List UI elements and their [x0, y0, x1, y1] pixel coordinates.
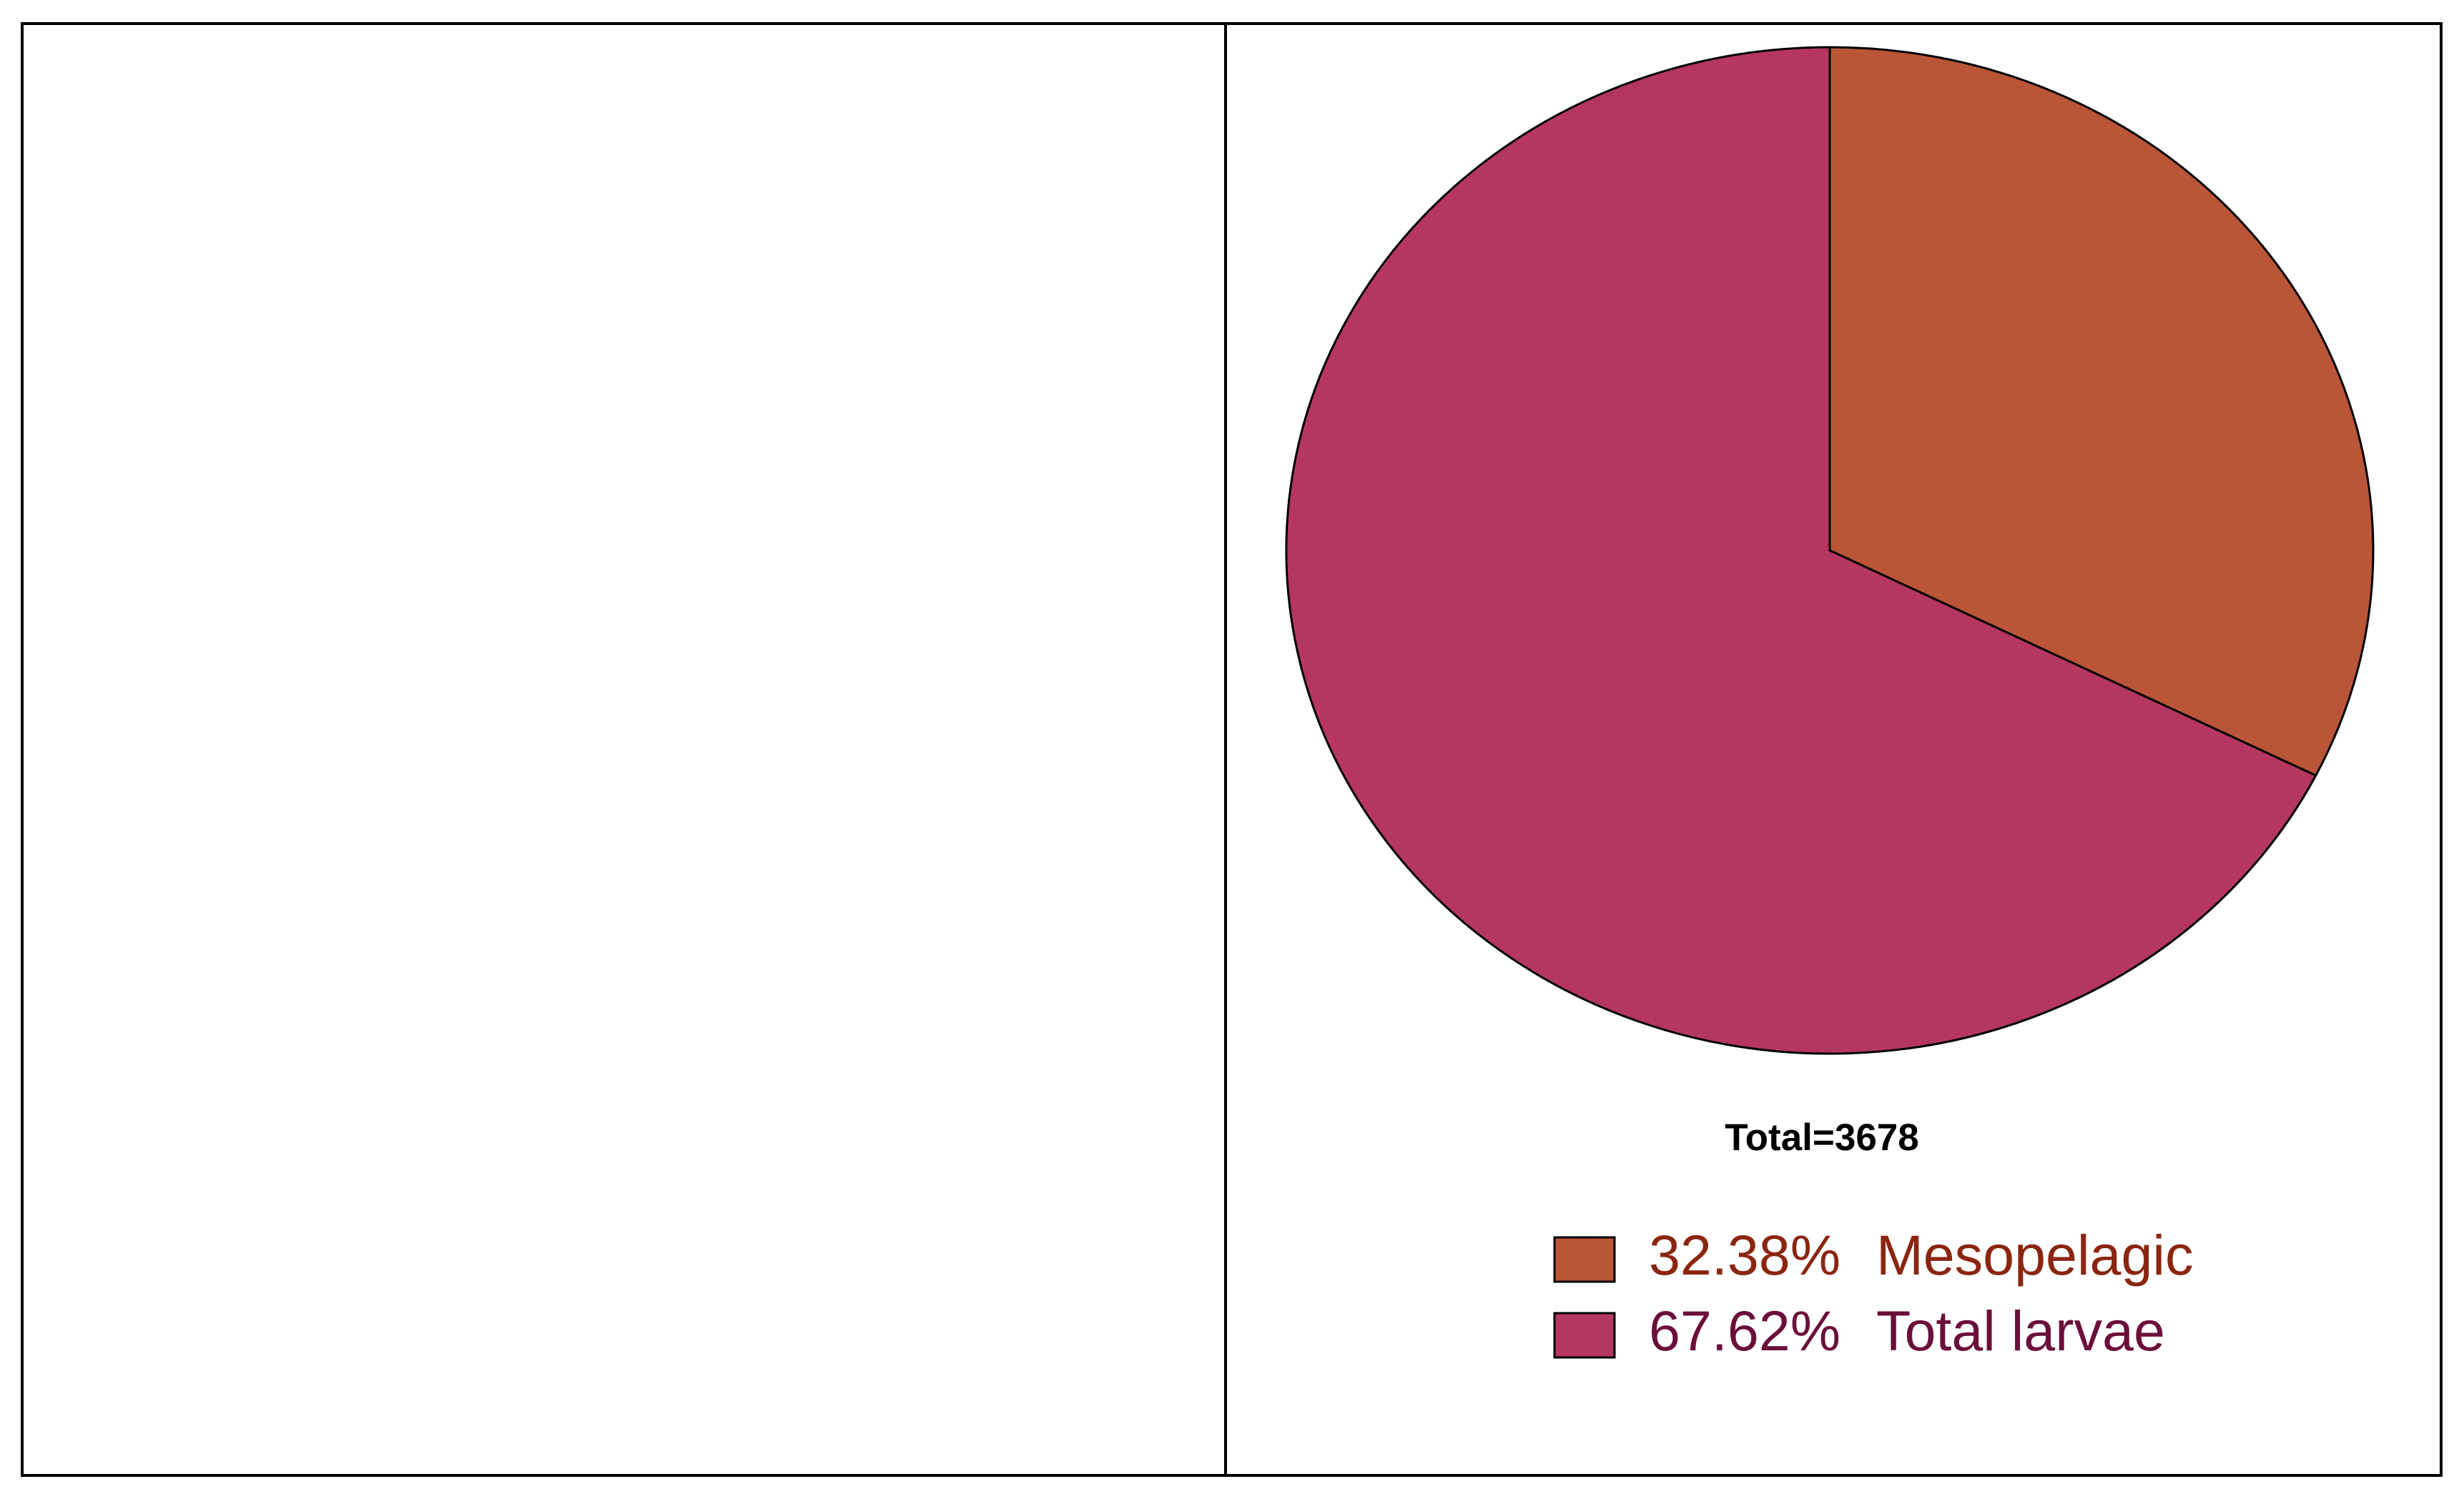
legend-swatch: [1553, 1236, 1616, 1283]
legend-entry: 67.62% Total larvae: [1649, 1299, 2165, 1362]
legend-value: 32.38%: [1649, 1223, 1840, 1287]
pie-slice: [1828, 46, 2375, 777]
pie-slice: [1285, 46, 2317, 1055]
legend-name: Mesopelagic: [1876, 1223, 2194, 1287]
legend-name: Total larvae: [1876, 1299, 2165, 1362]
legend-entry: 32.38% Mesopelagic: [1649, 1223, 2193, 1287]
total-annotation: Total=3678: [1725, 1117, 1919, 1159]
legend-swatch: [1553, 1312, 1616, 1359]
legend-value: 67.62%: [1649, 1299, 1840, 1362]
